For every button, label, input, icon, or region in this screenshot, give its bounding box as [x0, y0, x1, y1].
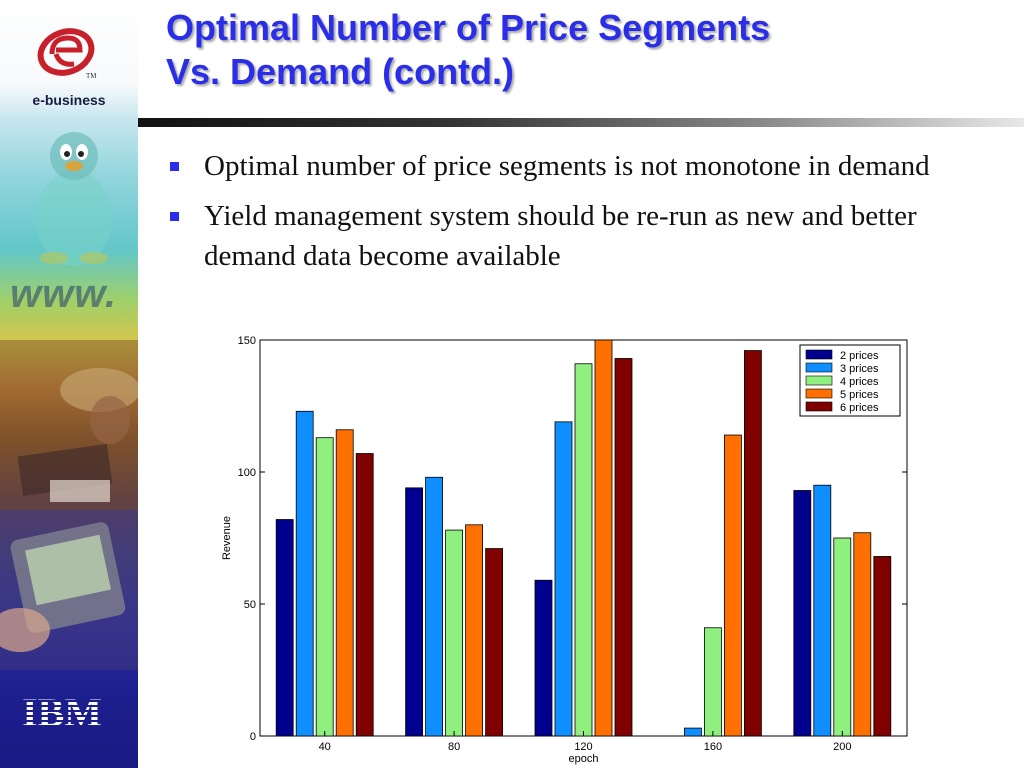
bullet-text: Optimal number of price segments is not … [204, 150, 930, 182]
y-axis-label: Revenue [221, 516, 233, 560]
ibm-logo: IBM [22, 692, 102, 735]
reader-photo-image [0, 340, 138, 510]
bullet-item: Yield management system should be re-run… [166, 196, 986, 276]
y-tick-label: 0 [250, 731, 256, 743]
legend-swatch [805, 349, 833, 360]
x-tick-label: 80 [448, 741, 460, 753]
bullet-square-icon [170, 162, 179, 171]
trademark-mark: TM [86, 72, 97, 80]
sidebar-decoration: TM e-business www. IBM [0, 0, 138, 768]
bar [574, 363, 593, 737]
legend-label: 3 prices [840, 363, 879, 375]
y-tick-label: 150 [238, 335, 256, 347]
y-tick-label: 50 [244, 599, 256, 611]
bar [873, 556, 892, 737]
bar [295, 410, 314, 737]
penguin-icon [36, 132, 112, 266]
bar [594, 339, 613, 737]
bar [485, 548, 504, 737]
bar [703, 627, 722, 737]
legend-swatch [805, 362, 833, 373]
bar [833, 537, 852, 737]
bullet-item: Optimal number of price segments is not … [166, 146, 986, 186]
legend-swatch [805, 388, 833, 399]
legend-label: 5 prices [840, 389, 879, 401]
legend-swatch [805, 375, 833, 386]
bar [683, 727, 702, 737]
legend-label: 4 prices [840, 376, 879, 388]
bar [813, 484, 832, 737]
x-axis-label: epoch [569, 753, 599, 765]
legend-swatch [805, 401, 833, 412]
bullet-list: Optimal number of price segments is not … [166, 146, 986, 286]
revenue-bar-chart: 0 50 100 150 40 80 120 160 200 epoch Revenue 2 pric… [221, 335, 908, 765]
bar [554, 421, 573, 737]
bar [744, 350, 762, 737]
bar [355, 453, 374, 737]
bar [425, 476, 444, 737]
page-title-line2: Vs. Demand (contd.) [166, 51, 515, 92]
ibm-logo-text: IBM [22, 692, 102, 735]
e-business-logo-icon: TM [37, 28, 97, 80]
title-divider [138, 118, 1024, 127]
bullet-text: Yield management system should be re-run… [204, 200, 917, 272]
bullet-square-icon [170, 212, 179, 221]
bar [465, 524, 484, 737]
x-tick-label: 120 [574, 741, 592, 753]
bar [405, 487, 424, 737]
bar [793, 490, 812, 737]
x-tick-label: 40 [319, 741, 331, 753]
bar [315, 437, 334, 737]
x-tick-label: 160 [704, 741, 722, 753]
bar [534, 579, 553, 737]
bar [724, 434, 742, 737]
bar [335, 429, 354, 737]
bar [275, 519, 294, 737]
page-title-line1: Optimal Number of Price Segments [166, 7, 771, 48]
y-tick-label: 100 [238, 467, 256, 479]
bar [445, 529, 464, 737]
legend-label: 6 prices [840, 402, 879, 414]
legend-label: 2 prices [840, 350, 879, 362]
bar [853, 532, 872, 737]
page-title: Optimal Number of Price Segments Vs. Dem… [166, 6, 986, 94]
e-business-label: e-business [32, 92, 106, 108]
pda-photo-image [0, 510, 138, 670]
www-text: www. [10, 272, 117, 316]
bar [614, 358, 633, 737]
x-tick-label: 200 [833, 741, 851, 753]
